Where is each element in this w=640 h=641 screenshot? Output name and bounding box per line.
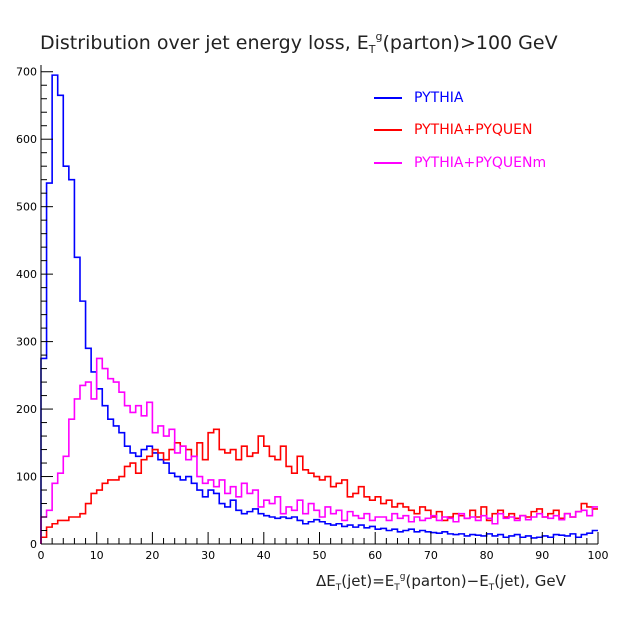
- legend: PYTHIA PYTHIA+PYQUEN PYTHIA+PYQUENm: [374, 90, 546, 171]
- x-tick-label: 80: [480, 549, 494, 562]
- series-line-pythia-pyquen: [40, 428, 598, 544]
- x-axis-title-sup2: g: [400, 572, 406, 582]
- y-tick-label: 300: [16, 336, 37, 349]
- x-axis-title-sub1: T: [335, 583, 342, 593]
- y-tick-label: 200: [16, 403, 37, 416]
- x-tick-label: 20: [145, 549, 159, 562]
- x-tick-label: 10: [90, 549, 104, 562]
- x-tick-label: 0: [38, 549, 45, 562]
- x-tick-label: 90: [535, 549, 549, 562]
- y-tick-label: 600: [16, 133, 37, 146]
- y-tick-label: 0: [30, 538, 37, 551]
- y-tick-label: 100: [16, 471, 37, 484]
- legend-label-pythia: PYTHIA: [414, 90, 464, 106]
- x-axis-title-mid2: (parton)−E: [406, 572, 489, 590]
- series-line-pythia-pyquenm: [40, 357, 598, 544]
- chart-title-main: Distribution over jet energy loss, E: [40, 32, 369, 54]
- x-tick-label: 70: [424, 549, 438, 562]
- x-axis-title-tail: (jet), GeV: [494, 572, 566, 590]
- x-axis-title-mid1: (jet)=E: [341, 572, 394, 590]
- axes-layer: 0 10 20 30 40 50 60 70 80 90 100 0 100 200 300 400 500 60…: [16, 65, 609, 562]
- x-tick-label: 100: [588, 549, 609, 562]
- x-tick-label: 50: [313, 549, 327, 562]
- x-tick-label: 30: [201, 549, 215, 562]
- y-tick-label: 500: [16, 201, 37, 214]
- chart-title: Distribution over jet energy loss, ETg(p…: [40, 30, 558, 56]
- x-axis-title-delta: ΔE: [316, 572, 336, 590]
- x-tick-label: 60: [368, 549, 382, 562]
- x-axis-title-sub2: T: [393, 583, 400, 593]
- chart-title-sup: g: [376, 30, 383, 43]
- series-line-pythia: [40, 74, 598, 544]
- y-tick-label: 400: [16, 268, 37, 281]
- y-tick-label: 700: [16, 66, 37, 79]
- series-layer: [40, 74, 598, 544]
- legend-label-pythia-pyquen: PYTHIA+PYQUEN: [414, 122, 532, 138]
- chart-title-tail: (parton)>100 GeV: [383, 32, 558, 54]
- x-axis-title-sub3: T: [488, 583, 495, 593]
- chart-title-sub: T: [368, 43, 376, 56]
- x-axis-title: ΔET(jet)=ETg(parton)−ET(jet), GeV: [316, 572, 567, 593]
- legend-label-pythia-pyquenm: PYTHIA+PYQUENm: [414, 155, 546, 171]
- x-tick-label: 40: [257, 549, 271, 562]
